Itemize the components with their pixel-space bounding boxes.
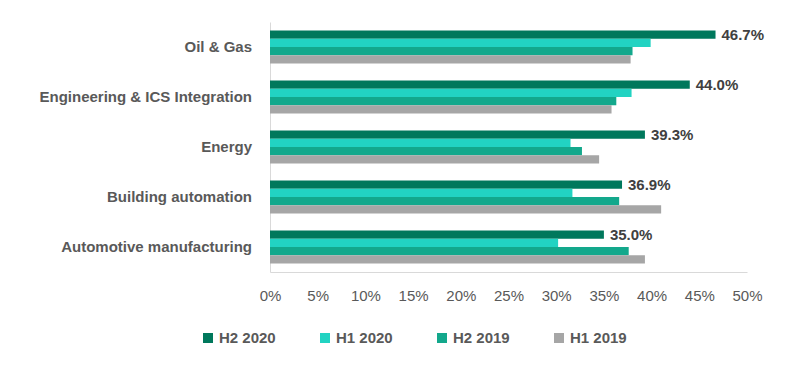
- legend-item: H1 2019: [554, 329, 627, 346]
- x-tick-label: 40%: [637, 287, 667, 304]
- legend-label: H1 2020: [336, 329, 393, 346]
- category-label: Engineering & ICS Integration: [39, 88, 252, 105]
- x-tick-label: 45%: [685, 287, 715, 304]
- bar: [270, 97, 616, 105]
- legend-swatch: [554, 333, 564, 343]
- x-tick: 10%: [351, 272, 381, 304]
- x-tick: 50%: [732, 272, 762, 304]
- x-tick-label: 35%: [589, 287, 619, 304]
- data-label: 39.3%: [651, 126, 694, 143]
- category-label: Energy: [201, 138, 253, 155]
- y-tick: Energy: [201, 138, 270, 155]
- data-label: 44.0%: [696, 76, 739, 93]
- data-label: 46.7%: [722, 26, 765, 43]
- bar: [270, 197, 619, 205]
- x-axis: 0% 5% 10% 15% 20% 25% 30% 35% 40% 45% 50%: [260, 272, 763, 304]
- x-tick: 35%: [589, 272, 619, 304]
- y-tick: Oil & Gas: [184, 38, 270, 55]
- bar: [270, 239, 558, 247]
- x-tick-label: 10%: [351, 287, 381, 304]
- x-tick-label: 30%: [542, 287, 572, 304]
- bar: [270, 189, 572, 197]
- category-label: Building automation: [107, 188, 252, 205]
- y-axis: Oil & Gas Engineering & ICS Integration En…: [39, 23, 270, 273]
- x-tick-label: 25%: [494, 287, 524, 304]
- bar: [270, 247, 629, 255]
- x-tick: 20%: [446, 272, 476, 304]
- data-label: 35.0%: [610, 226, 653, 243]
- y-tick: Automotive manufacturing: [61, 238, 270, 255]
- bar: [270, 105, 612, 113]
- bar: [270, 55, 631, 63]
- y-tick: Building automation: [107, 188, 270, 205]
- legend-item: H2 2019: [437, 329, 510, 346]
- x-tick-label: 20%: [446, 287, 476, 304]
- x-tick: 0%: [260, 272, 282, 304]
- x-tick: 5%: [307, 272, 329, 304]
- bar: [270, 81, 690, 89]
- legend-label: H2 2019: [453, 329, 510, 346]
- legend: H2 2020 H1 2020 H2 2019 H1 2019: [203, 329, 627, 346]
- legend-swatch: [203, 333, 213, 343]
- bar: [270, 47, 633, 55]
- x-tick: 15%: [399, 272, 429, 304]
- legend-item: H2 2020: [203, 329, 276, 346]
- bar: [270, 139, 571, 147]
- bar: [270, 231, 604, 239]
- bar: [270, 255, 645, 263]
- legend-label: H2 2020: [219, 329, 276, 346]
- bar: [270, 89, 632, 97]
- x-tick-label: 0%: [260, 287, 282, 304]
- x-tick: 25%: [494, 272, 524, 304]
- legend-swatch: [320, 333, 330, 343]
- chart: 0% 5% 10% 15% 20% 25% 30% 35% 40% 45% 50% Oil & Gas…: [0, 0, 785, 370]
- x-tick: 45%: [685, 272, 715, 304]
- category-label: Automotive manufacturing: [61, 238, 252, 255]
- bars: [270, 31, 716, 264]
- data-label: 36.9%: [628, 176, 671, 193]
- x-tick-label: 15%: [399, 287, 429, 304]
- x-axis-line: [271, 272, 748, 273]
- bar: [270, 147, 582, 155]
- bar: [270, 205, 661, 213]
- bar: [270, 39, 651, 47]
- bar: [270, 155, 599, 163]
- data-labels: 46.7% 44.0% 39.3% 36.9% 35.0%: [610, 26, 764, 243]
- x-tick-label: 5%: [307, 287, 329, 304]
- legend-label: H1 2019: [570, 329, 627, 346]
- x-tick: 30%: [542, 272, 572, 304]
- legend-item: H1 2020: [320, 329, 393, 346]
- bar: [270, 181, 622, 189]
- bar: [270, 31, 716, 39]
- x-tick-label: 50%: [732, 287, 762, 304]
- x-tick: 40%: [637, 272, 667, 304]
- bar: [270, 131, 645, 139]
- legend-swatch: [437, 333, 447, 343]
- y-tick: Engineering & ICS Integration: [39, 88, 270, 105]
- category-label: Oil & Gas: [184, 38, 252, 55]
